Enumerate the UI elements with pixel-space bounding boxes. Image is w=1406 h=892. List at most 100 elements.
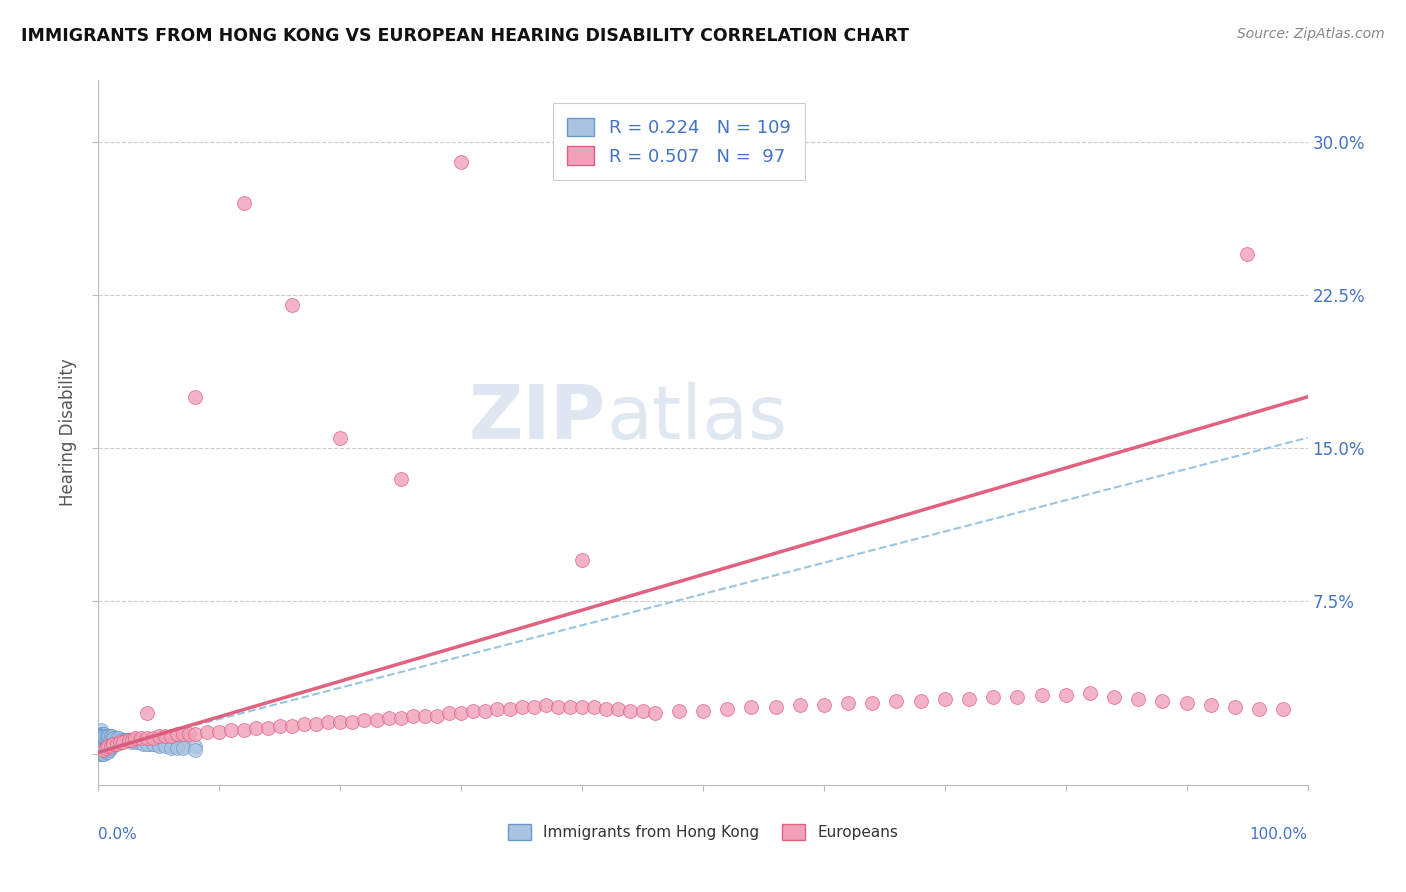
- Point: [329, 431, 352, 445]
- Point: [329, 714, 352, 729]
- Point: [94, 735, 117, 749]
- Point: [765, 700, 787, 714]
- Point: [91, 729, 114, 743]
- Point: [450, 706, 472, 721]
- Point: [118, 733, 141, 747]
- Point: [89, 735, 111, 749]
- Point: [89, 745, 111, 759]
- Point: [135, 737, 157, 751]
- Point: [129, 735, 152, 749]
- Point: [91, 743, 114, 757]
- Point: [1236, 247, 1258, 261]
- Point: [101, 731, 124, 745]
- Point: [145, 737, 167, 751]
- Point: [129, 731, 152, 745]
- Point: [1031, 688, 1053, 702]
- Point: [91, 729, 114, 743]
- Point: [179, 727, 201, 741]
- Point: [93, 739, 115, 753]
- Point: [138, 737, 160, 751]
- Point: [90, 737, 112, 751]
- Point: [90, 723, 112, 737]
- Point: [91, 747, 114, 762]
- Point: [595, 702, 617, 716]
- Point: [160, 729, 183, 743]
- Point: [91, 727, 114, 741]
- Point: [104, 735, 127, 749]
- Point: [94, 741, 117, 756]
- Point: [112, 733, 135, 747]
- Point: [127, 733, 149, 747]
- Point: [97, 731, 120, 745]
- Point: [93, 729, 115, 743]
- Point: [91, 735, 114, 749]
- Point: [389, 710, 412, 724]
- Point: [91, 741, 114, 756]
- Point: [100, 739, 122, 753]
- Point: [607, 702, 630, 716]
- Point: [93, 727, 115, 741]
- Text: 0.0%: 0.0%: [98, 827, 138, 842]
- Point: [160, 739, 183, 753]
- Point: [89, 747, 111, 762]
- Point: [184, 739, 207, 753]
- Point: [571, 553, 593, 567]
- Point: [269, 719, 291, 733]
- Point: [91, 743, 114, 757]
- Point: [1152, 694, 1174, 708]
- Point: [97, 739, 120, 753]
- Point: [89, 743, 111, 757]
- Point: [148, 729, 170, 743]
- Point: [1128, 692, 1150, 706]
- Point: [90, 731, 112, 745]
- Point: [619, 705, 641, 719]
- Point: [245, 721, 267, 735]
- Point: [1175, 696, 1198, 710]
- Point: [105, 731, 128, 745]
- Point: [91, 733, 114, 747]
- Point: [91, 747, 114, 762]
- Point: [1199, 698, 1222, 713]
- Point: [97, 739, 120, 753]
- Point: [90, 741, 112, 756]
- Point: [105, 737, 128, 751]
- Point: [135, 706, 157, 721]
- Point: [166, 739, 188, 753]
- Point: [96, 731, 118, 745]
- Point: [90, 729, 112, 743]
- Point: [1249, 702, 1271, 716]
- Point: [558, 700, 581, 714]
- Point: [523, 700, 546, 714]
- Point: [97, 745, 120, 759]
- Point: [134, 735, 156, 749]
- Point: [366, 713, 388, 727]
- Point: [128, 735, 150, 749]
- Point: [631, 705, 654, 719]
- Point: [108, 731, 131, 745]
- Point: [96, 729, 118, 743]
- Point: [957, 692, 980, 706]
- Point: [153, 737, 176, 751]
- Point: [353, 713, 375, 727]
- Y-axis label: Hearing Disability: Hearing Disability: [59, 359, 77, 507]
- Point: [402, 708, 425, 723]
- Point: [837, 696, 859, 710]
- Point: [571, 700, 593, 714]
- Point: [160, 741, 183, 756]
- Point: [118, 733, 141, 747]
- Point: [94, 729, 117, 743]
- Point: [91, 745, 114, 759]
- Point: [221, 723, 243, 737]
- Point: [413, 708, 436, 723]
- Point: [108, 733, 131, 747]
- Point: [172, 727, 194, 741]
- Point: [110, 733, 132, 747]
- Point: [1223, 700, 1246, 714]
- Text: ZIP: ZIP: [470, 382, 606, 455]
- Point: [142, 737, 165, 751]
- Point: [342, 714, 364, 729]
- Point: [91, 727, 114, 741]
- Point: [91, 737, 114, 751]
- Point: [1102, 690, 1125, 705]
- Point: [142, 731, 165, 745]
